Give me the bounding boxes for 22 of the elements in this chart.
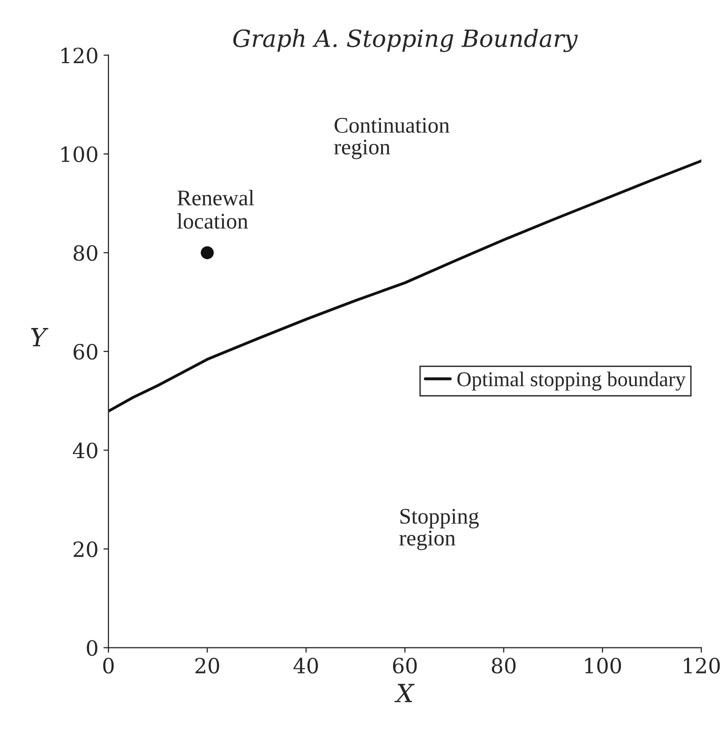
x-axis-title: X [394,684,415,702]
x-tick-label: 80 [492,658,516,674]
y-tick-label: 20 [74,541,98,558]
y-tick-label: 40 [72,442,98,458]
x-tick-label: 0 [103,658,114,674]
line-series [108,159,702,413]
y-tick-label: 80 [74,245,98,261]
y-tick-label: 0 [86,640,98,656]
annotation: Continuation region [334,118,450,160]
y-axis-title: Y [31,328,48,346]
x-tick-label: 100 [585,658,621,674]
chart-title: Graph A. Stopping Boundary [233,28,578,52]
annotation: Stopping region [399,508,479,550]
annotation: Renewal location [177,190,254,229]
legend-label: Optimal stopping boundary [457,372,686,391]
x-tick-label: 60 [393,658,417,674]
y-tick-label: 120 [62,48,98,64]
x-tick-label: 120 [684,658,720,674]
x-tick-label: 40 [293,658,318,674]
x-tick-label: 20 [195,658,220,674]
y-tick-label: 100 [62,146,98,162]
y-tick-label: 60 [74,344,98,360]
